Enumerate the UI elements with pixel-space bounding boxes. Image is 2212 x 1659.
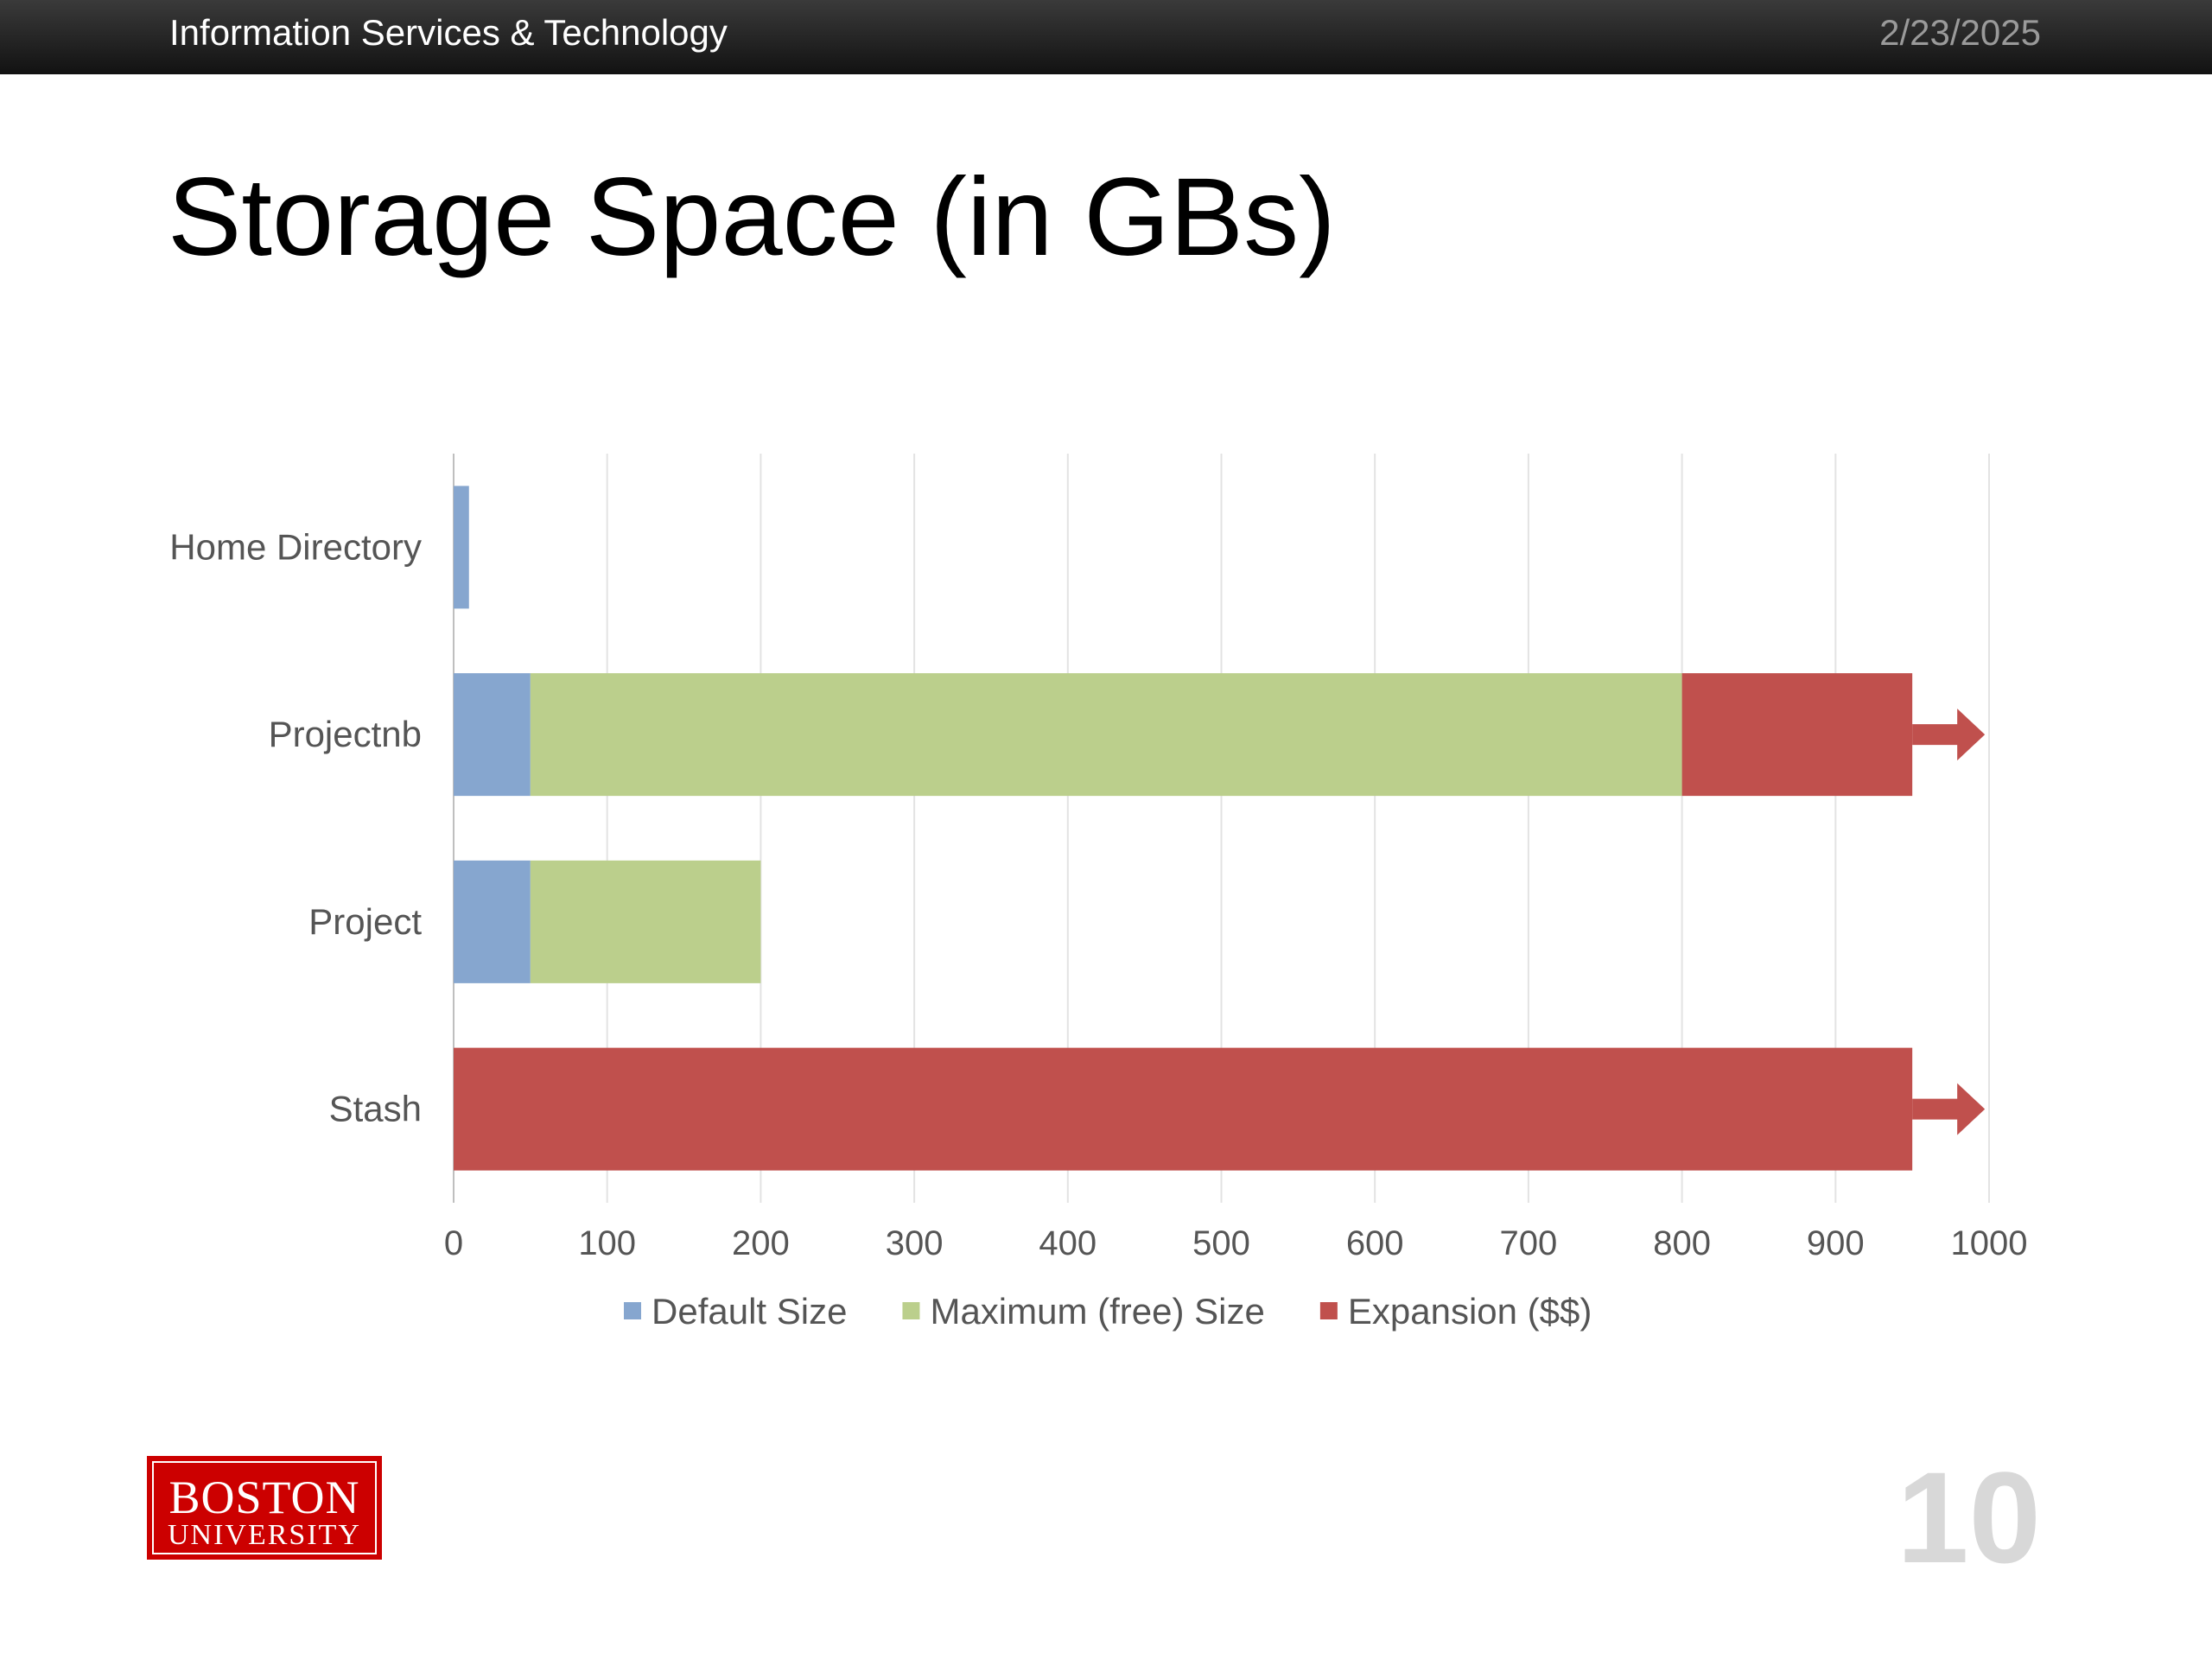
x-tick-label: 300 bbox=[886, 1224, 944, 1262]
bar-segment bbox=[530, 673, 1682, 797]
x-tick-label: 400 bbox=[1039, 1224, 1096, 1262]
x-tick-label: 0 bbox=[444, 1224, 463, 1262]
x-tick-label: 500 bbox=[1192, 1224, 1250, 1262]
slide-title: Storage Space (in GBs) bbox=[168, 156, 1336, 279]
legend-swatch bbox=[1319, 1302, 1338, 1319]
category-label: Projectnb bbox=[269, 714, 422, 754]
x-tick-label: 900 bbox=[1807, 1224, 1865, 1262]
continues-arrow bbox=[1912, 1083, 1986, 1135]
category-label: Stash bbox=[329, 1089, 422, 1129]
bar-segment bbox=[530, 860, 761, 983]
header-bar: Information Services & Technology 2/23/2… bbox=[0, 0, 2212, 74]
bar-segment bbox=[454, 673, 531, 797]
bar-segment bbox=[454, 486, 469, 609]
bar-segment bbox=[454, 860, 531, 983]
category-label: Home Directory bbox=[169, 526, 422, 567]
logo-line-university: UNIVERSITY bbox=[168, 1519, 361, 1551]
slide-date: 2/23/2025 bbox=[1879, 12, 2041, 53]
legend-swatch bbox=[902, 1302, 920, 1319]
bar-segment bbox=[454, 1047, 1913, 1171]
legend-label: Maximum (free) Size bbox=[930, 1291, 1264, 1332]
legend-swatch bbox=[624, 1302, 641, 1319]
page-number: 10 bbox=[1897, 1445, 2041, 1590]
x-tick-label: 200 bbox=[732, 1224, 790, 1262]
x-tick-label: 800 bbox=[1653, 1224, 1711, 1262]
legend-label: Default Size bbox=[652, 1291, 847, 1332]
x-tick-label: 100 bbox=[578, 1224, 636, 1262]
bar-segment bbox=[1681, 673, 1913, 797]
logo-line-boston: BOSTON bbox=[168, 1471, 360, 1523]
continues-arrow bbox=[1912, 709, 1986, 761]
category-label: Project bbox=[308, 901, 422, 942]
x-tick-label: 600 bbox=[1346, 1224, 1404, 1262]
x-tick-label: 1000 bbox=[1951, 1224, 2028, 1262]
boston-university-logo: BOSTON UNIVERSITY bbox=[147, 1456, 382, 1560]
x-tick-label: 700 bbox=[1500, 1224, 1558, 1262]
organization-name: Information Services & Technology bbox=[169, 12, 728, 53]
legend-label: Expansion ($$) bbox=[1348, 1291, 1592, 1332]
